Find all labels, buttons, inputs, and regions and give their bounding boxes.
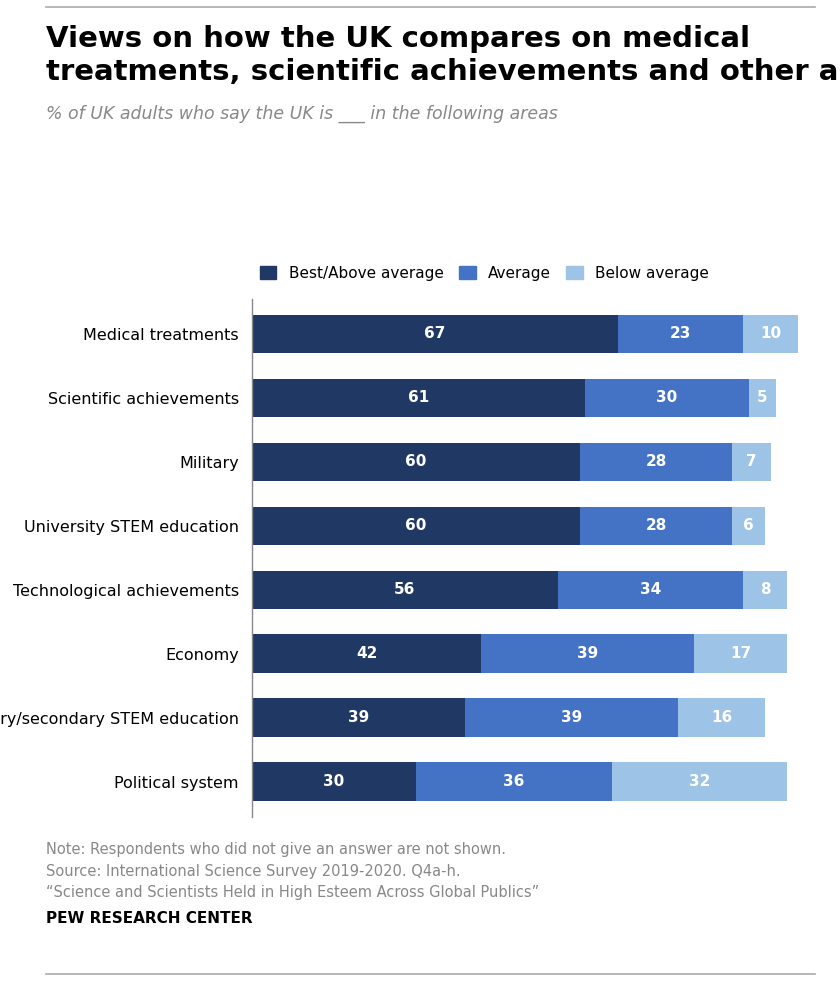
Text: 7: 7 xyxy=(746,454,757,469)
Bar xyxy=(252,507,580,545)
Bar xyxy=(749,378,776,417)
Text: 6: 6 xyxy=(743,518,754,533)
Bar xyxy=(580,442,732,481)
Bar xyxy=(558,571,743,609)
Text: 28: 28 xyxy=(645,454,667,469)
Bar xyxy=(252,762,416,801)
Text: 5: 5 xyxy=(757,390,768,405)
Text: 8: 8 xyxy=(760,583,770,598)
Text: Source: International Science Survey 2019-2020. Q4a-h.: Source: International Science Survey 201… xyxy=(46,864,461,878)
Text: “Science and Scientists Held in High Esteem Across Global Publics”: “Science and Scientists Held in High Est… xyxy=(46,885,539,900)
Text: 34: 34 xyxy=(640,583,661,598)
Bar xyxy=(252,378,585,417)
Bar xyxy=(252,571,558,609)
Bar xyxy=(252,442,580,481)
Text: 32: 32 xyxy=(689,774,711,789)
Bar xyxy=(481,634,694,673)
Bar xyxy=(743,571,787,609)
Text: % of UK adults who say the UK is ___ in the following areas: % of UK adults who say the UK is ___ in … xyxy=(46,105,558,123)
Text: 61: 61 xyxy=(408,390,429,405)
Bar xyxy=(618,315,743,354)
Text: 30: 30 xyxy=(656,390,678,405)
Bar xyxy=(580,507,732,545)
Text: 42: 42 xyxy=(356,646,377,661)
Text: 28: 28 xyxy=(645,518,667,533)
Text: 17: 17 xyxy=(730,646,751,661)
Text: Views on how the UK compares on medical: Views on how the UK compares on medical xyxy=(46,25,750,53)
Bar xyxy=(678,698,765,737)
Bar xyxy=(732,442,771,481)
Text: 60: 60 xyxy=(405,518,427,533)
Text: 36: 36 xyxy=(503,774,525,789)
Text: Note: Respondents who did not give an answer are not shown.: Note: Respondents who did not give an an… xyxy=(46,842,507,857)
Bar xyxy=(612,762,787,801)
Text: PEW RESEARCH CENTER: PEW RESEARCH CENTER xyxy=(46,911,253,926)
Bar xyxy=(252,634,481,673)
Text: 39: 39 xyxy=(577,646,598,661)
Text: 39: 39 xyxy=(561,710,582,725)
Text: 67: 67 xyxy=(424,327,445,342)
Legend: Best/Above average, Average, Below average: Best/Above average, Average, Below avera… xyxy=(260,266,709,281)
Text: 39: 39 xyxy=(348,710,369,725)
Bar xyxy=(465,698,678,737)
Bar xyxy=(252,698,465,737)
Text: 56: 56 xyxy=(394,583,416,598)
Bar xyxy=(252,315,618,354)
Bar xyxy=(694,634,787,673)
Text: 10: 10 xyxy=(760,327,781,342)
Bar xyxy=(743,315,798,354)
Bar xyxy=(416,762,612,801)
Bar xyxy=(732,507,765,545)
Text: 23: 23 xyxy=(670,327,691,342)
Text: 60: 60 xyxy=(405,454,427,469)
Text: 30: 30 xyxy=(323,774,344,789)
Bar xyxy=(585,378,749,417)
Text: 16: 16 xyxy=(711,710,732,725)
Text: treatments, scientific achievements and other areas: treatments, scientific achievements and … xyxy=(46,58,840,86)
